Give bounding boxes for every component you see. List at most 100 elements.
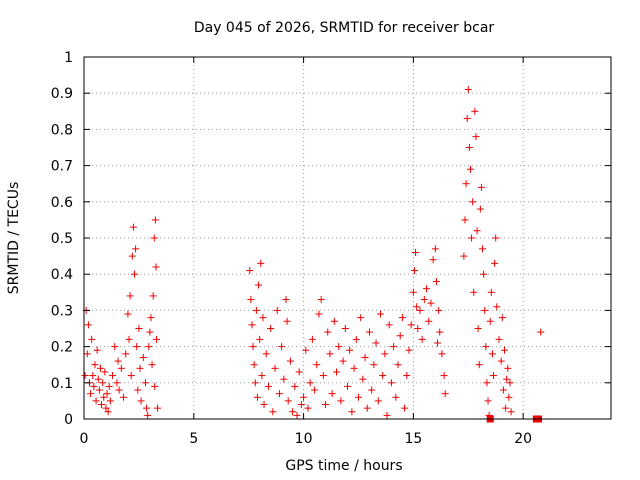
data-point — [275, 390, 283, 398]
data-point — [403, 372, 411, 380]
data-point — [387, 379, 395, 387]
data-point — [315, 310, 323, 318]
data-point — [344, 382, 351, 390]
data-point — [482, 343, 490, 351]
data-point — [385, 321, 393, 329]
data-point — [104, 408, 112, 416]
data-point — [125, 335, 133, 343]
data-point — [396, 332, 404, 340]
data-point — [435, 306, 443, 314]
y-tick-label: 0.2 — [51, 340, 73, 356]
data-point — [505, 393, 513, 401]
data-point — [83, 350, 91, 358]
data-point — [339, 357, 347, 365]
data-point — [122, 350, 130, 358]
y-axis-label: SRMTID / TECUs — [6, 182, 22, 295]
data-point — [295, 368, 303, 376]
data-point — [484, 397, 492, 405]
data-point — [91, 361, 99, 369]
data-point — [247, 296, 255, 304]
data-point — [127, 372, 135, 380]
data-points — [81, 86, 545, 423]
data-point — [326, 350, 334, 358]
data-point — [269, 408, 277, 416]
data-point — [483, 379, 491, 387]
data-point — [461, 216, 469, 224]
data-point — [333, 368, 341, 376]
data-point — [308, 335, 316, 343]
x-tick-label: 5 — [189, 431, 198, 447]
data-point — [376, 310, 384, 318]
data-point — [297, 401, 305, 409]
data-point — [148, 361, 156, 369]
data-point — [293, 411, 301, 419]
data-point — [126, 292, 134, 300]
data-point — [361, 353, 369, 361]
data-point — [492, 234, 500, 242]
data-point — [152, 263, 160, 271]
data-point — [124, 310, 132, 318]
data-point — [462, 180, 470, 188]
data-point — [420, 296, 428, 304]
data-point — [115, 386, 123, 394]
data-point — [300, 393, 308, 401]
x-tick-label: 0 — [80, 431, 89, 447]
data-point — [253, 393, 261, 401]
data-point — [120, 393, 128, 401]
data-point — [304, 404, 312, 412]
data-point — [81, 372, 89, 380]
y-tick-label: 1 — [64, 50, 73, 66]
data-point — [390, 343, 398, 351]
data-point — [477, 183, 485, 191]
data-point — [317, 296, 325, 304]
data-point — [256, 335, 264, 343]
data-point — [143, 404, 151, 412]
data-point — [150, 234, 158, 242]
data-point — [469, 198, 477, 206]
gridlines — [84, 57, 611, 419]
x-tick-label: 15 — [404, 431, 422, 447]
data-point — [146, 328, 154, 336]
data-point — [328, 390, 336, 398]
data-point — [394, 361, 402, 369]
data-point — [475, 361, 483, 369]
data-point — [490, 372, 498, 380]
y-tick-label: 0.5 — [51, 231, 73, 247]
data-point — [250, 361, 258, 369]
data-point — [262, 350, 270, 358]
y-tick-label: 0.6 — [51, 195, 73, 211]
data-point — [410, 267, 418, 275]
data-point — [341, 325, 349, 332]
data-point — [460, 252, 468, 260]
data-point — [322, 401, 330, 409]
data-point — [94, 375, 102, 383]
data-point — [302, 346, 310, 354]
data-point — [102, 404, 110, 412]
data-point — [111, 343, 119, 351]
data-point — [409, 288, 417, 296]
data-point — [440, 372, 448, 380]
data-point — [84, 321, 92, 329]
data-point — [346, 346, 354, 354]
x-axis-label: GPS time / hours — [285, 458, 402, 474]
data-point — [357, 314, 365, 322]
data-point — [491, 259, 499, 267]
data-point — [280, 375, 288, 383]
data-point — [246, 267, 254, 275]
data-point — [90, 382, 98, 390]
data-point — [487, 288, 495, 296]
data-point — [278, 343, 286, 351]
data-point — [350, 364, 358, 372]
y-tick-label: 0.8 — [51, 122, 73, 138]
y-tick-label: 0.9 — [51, 86, 73, 102]
data-point — [284, 397, 292, 405]
data-point — [95, 386, 103, 394]
data-point — [96, 364, 104, 372]
data-point — [319, 372, 327, 380]
data-point — [141, 379, 149, 387]
data-point — [249, 343, 257, 351]
data-point — [463, 115, 471, 123]
data-point — [100, 393, 108, 401]
data-point — [131, 270, 139, 278]
data-point — [139, 353, 147, 361]
